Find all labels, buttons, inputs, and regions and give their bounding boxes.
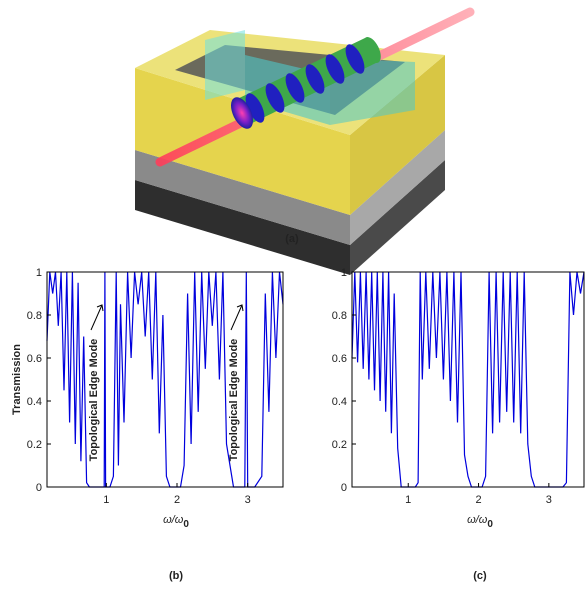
x-tick-label: 2	[174, 494, 180, 506]
y-tick-label: 0.6	[332, 353, 347, 365]
page: (a) 00.20.40.60.81123ω/ω0TransmissionTop…	[0, 0, 585, 589]
x-axis-label-main: ω/ω	[467, 514, 488, 526]
annotation: Topological Edge Mode	[228, 339, 240, 462]
x-tick-label: 1	[405, 494, 411, 506]
x-axis-label-sub: 0	[487, 519, 493, 530]
y-tick-label: 0	[341, 482, 347, 494]
transmission-line	[352, 272, 584, 487]
y-axis-label: Transmission	[11, 344, 23, 415]
y-tick-label: 0.8	[332, 310, 347, 322]
panel-label: (b)	[169, 570, 183, 582]
x-axis-label-main: ω/ω	[163, 514, 184, 526]
figure: (a) 00.20.40.60.81123ω/ω0TransmissionTop…	[0, 0, 585, 589]
panel-label: (a)	[285, 233, 299, 245]
x-axis-label-sub: 0	[183, 519, 189, 530]
y-tick-label: 0.2	[27, 439, 42, 451]
x-axis-label: ω/ω0	[467, 514, 493, 530]
x-tick-label: 3	[546, 494, 552, 506]
x-axis-label: ω/ω0	[163, 514, 189, 530]
y-tick-label: 0.6	[27, 353, 42, 365]
panel-label: (c)	[473, 570, 487, 582]
y-tick-label: 1	[36, 267, 42, 279]
y-tick-label: 0.2	[332, 439, 347, 451]
x-tick-label: 3	[245, 494, 251, 506]
illustration	[135, 12, 470, 275]
transmission-line	[47, 272, 283, 487]
x-tick-label: 1	[103, 494, 109, 506]
y-tick-label: 1	[341, 267, 347, 279]
y-tick-label: 0.4	[332, 396, 347, 408]
y-tick-label: 0.4	[27, 396, 42, 408]
annotation-arrows	[91, 305, 243, 330]
y-tick-label: 0.8	[27, 310, 42, 322]
annotation: Topological Edge Mode	[88, 339, 100, 462]
y-tick-label: 0	[36, 482, 42, 494]
x-tick-label: 2	[475, 494, 481, 506]
